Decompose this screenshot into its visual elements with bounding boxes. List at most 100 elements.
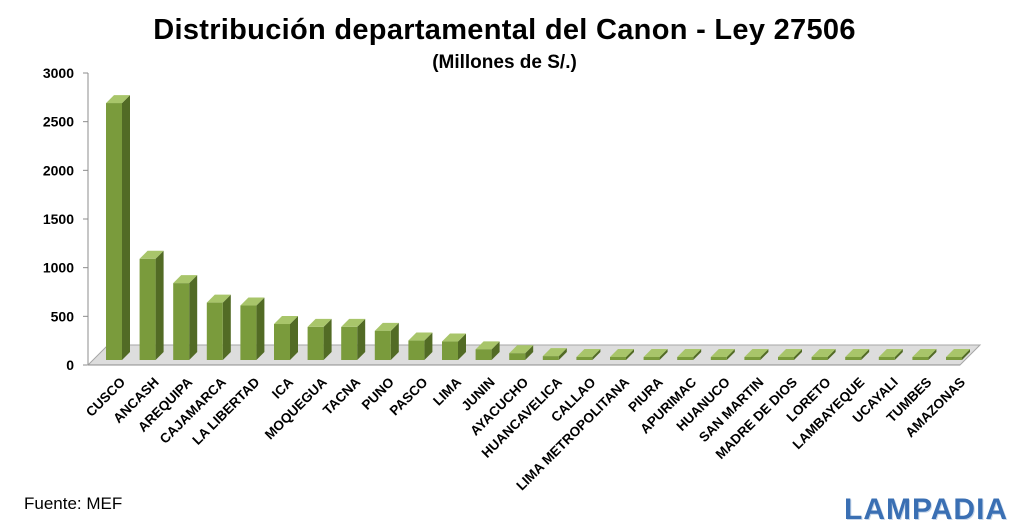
source-note: Fuente: MEF <box>24 494 123 513</box>
bar-top <box>542 348 567 357</box>
bar-side <box>390 322 399 360</box>
bar-side <box>659 349 668 360</box>
bar <box>274 316 298 360</box>
bar <box>576 349 601 360</box>
bar-side <box>256 297 265 360</box>
bar <box>408 332 433 360</box>
bar-front <box>576 357 593 360</box>
bar-side <box>861 349 870 360</box>
bar <box>173 275 198 360</box>
bar-top <box>878 349 903 357</box>
bar-front <box>206 302 223 360</box>
bar-front <box>878 357 895 360</box>
bar-top <box>206 294 231 303</box>
bar-top <box>374 322 399 331</box>
bar-side <box>222 294 231 360</box>
bar-front <box>710 357 727 360</box>
bar <box>374 322 399 360</box>
bar <box>946 349 970 360</box>
bar-side <box>558 348 567 360</box>
bar-side <box>827 349 836 360</box>
y-tick-label: 500 <box>51 308 75 324</box>
bar-top <box>845 349 870 357</box>
bar-front <box>610 357 626 360</box>
bar-front <box>811 357 828 360</box>
bar-front <box>408 340 425 360</box>
bar-top <box>912 349 937 357</box>
bar-front <box>139 258 156 360</box>
bar <box>240 297 265 360</box>
bar-top <box>408 332 433 341</box>
bar-top <box>173 275 198 284</box>
bar-front <box>475 349 492 360</box>
bar-front <box>509 353 526 360</box>
x-tick-label: ICA <box>269 374 296 401</box>
bar <box>307 318 332 360</box>
bar <box>778 349 802 360</box>
y-tick-label: 1000 <box>43 260 74 276</box>
bar-side <box>155 250 164 360</box>
bar <box>710 349 735 360</box>
bar <box>206 294 231 360</box>
bar <box>341 318 366 360</box>
bar <box>509 345 534 360</box>
bar-side <box>290 316 298 360</box>
bar <box>542 348 567 360</box>
bar-side <box>122 95 130 361</box>
bar-front <box>643 357 660 360</box>
bar-top <box>307 318 332 327</box>
bar <box>442 333 466 360</box>
chart-title: Distribución departamental del Canon - L… <box>153 14 856 46</box>
bar-front <box>307 326 324 360</box>
bar <box>744 349 769 360</box>
bar-top <box>139 250 164 259</box>
bar-side <box>760 349 769 360</box>
bar-top <box>710 349 735 357</box>
y-tick-label: 2500 <box>43 114 74 130</box>
bar-front <box>946 357 962 360</box>
bar-top <box>610 349 634 357</box>
bar-side <box>928 349 937 360</box>
y-tick-label: 3000 <box>43 65 74 81</box>
bar <box>845 349 870 360</box>
bar-top <box>946 349 970 357</box>
bar-side <box>357 318 366 360</box>
bar-side <box>894 349 903 360</box>
bar-front <box>173 283 190 360</box>
bar <box>811 349 836 360</box>
bar-top <box>811 349 836 357</box>
bar-side <box>626 349 634 360</box>
x-tick-label: PASCO <box>387 375 431 419</box>
bar-front <box>106 103 122 361</box>
bar-top <box>341 318 366 327</box>
y-tick-label: 0 <box>66 357 74 373</box>
bar-side <box>794 349 802 360</box>
bar <box>610 349 634 360</box>
bar-front <box>845 357 862 360</box>
bar <box>878 349 903 360</box>
y-tick-label: 2000 <box>43 162 74 178</box>
bar <box>677 349 702 360</box>
chart-subtitle: (Millones de S/.) <box>432 52 577 73</box>
bar-front <box>778 357 794 360</box>
bar <box>912 349 937 360</box>
bar-side <box>962 349 970 360</box>
bar-side <box>693 349 702 360</box>
bar-front <box>744 357 761 360</box>
bar-front <box>374 330 391 360</box>
x-tick-label: TACNA <box>320 374 363 417</box>
bar <box>106 95 130 361</box>
bar-side <box>525 345 534 360</box>
bar-front <box>442 341 458 360</box>
y-axis: 0 500 1000 1500 2000 2500 3000 <box>43 65 89 373</box>
lampadia-logo: LAMPADIA <box>844 493 1009 526</box>
y-tick-label: 1500 <box>43 211 74 227</box>
bar-top <box>509 345 534 354</box>
bar-side <box>491 341 500 360</box>
bar-top <box>240 297 265 306</box>
bar-top <box>677 349 702 357</box>
bar-side <box>189 275 198 360</box>
bar-side <box>323 318 332 360</box>
